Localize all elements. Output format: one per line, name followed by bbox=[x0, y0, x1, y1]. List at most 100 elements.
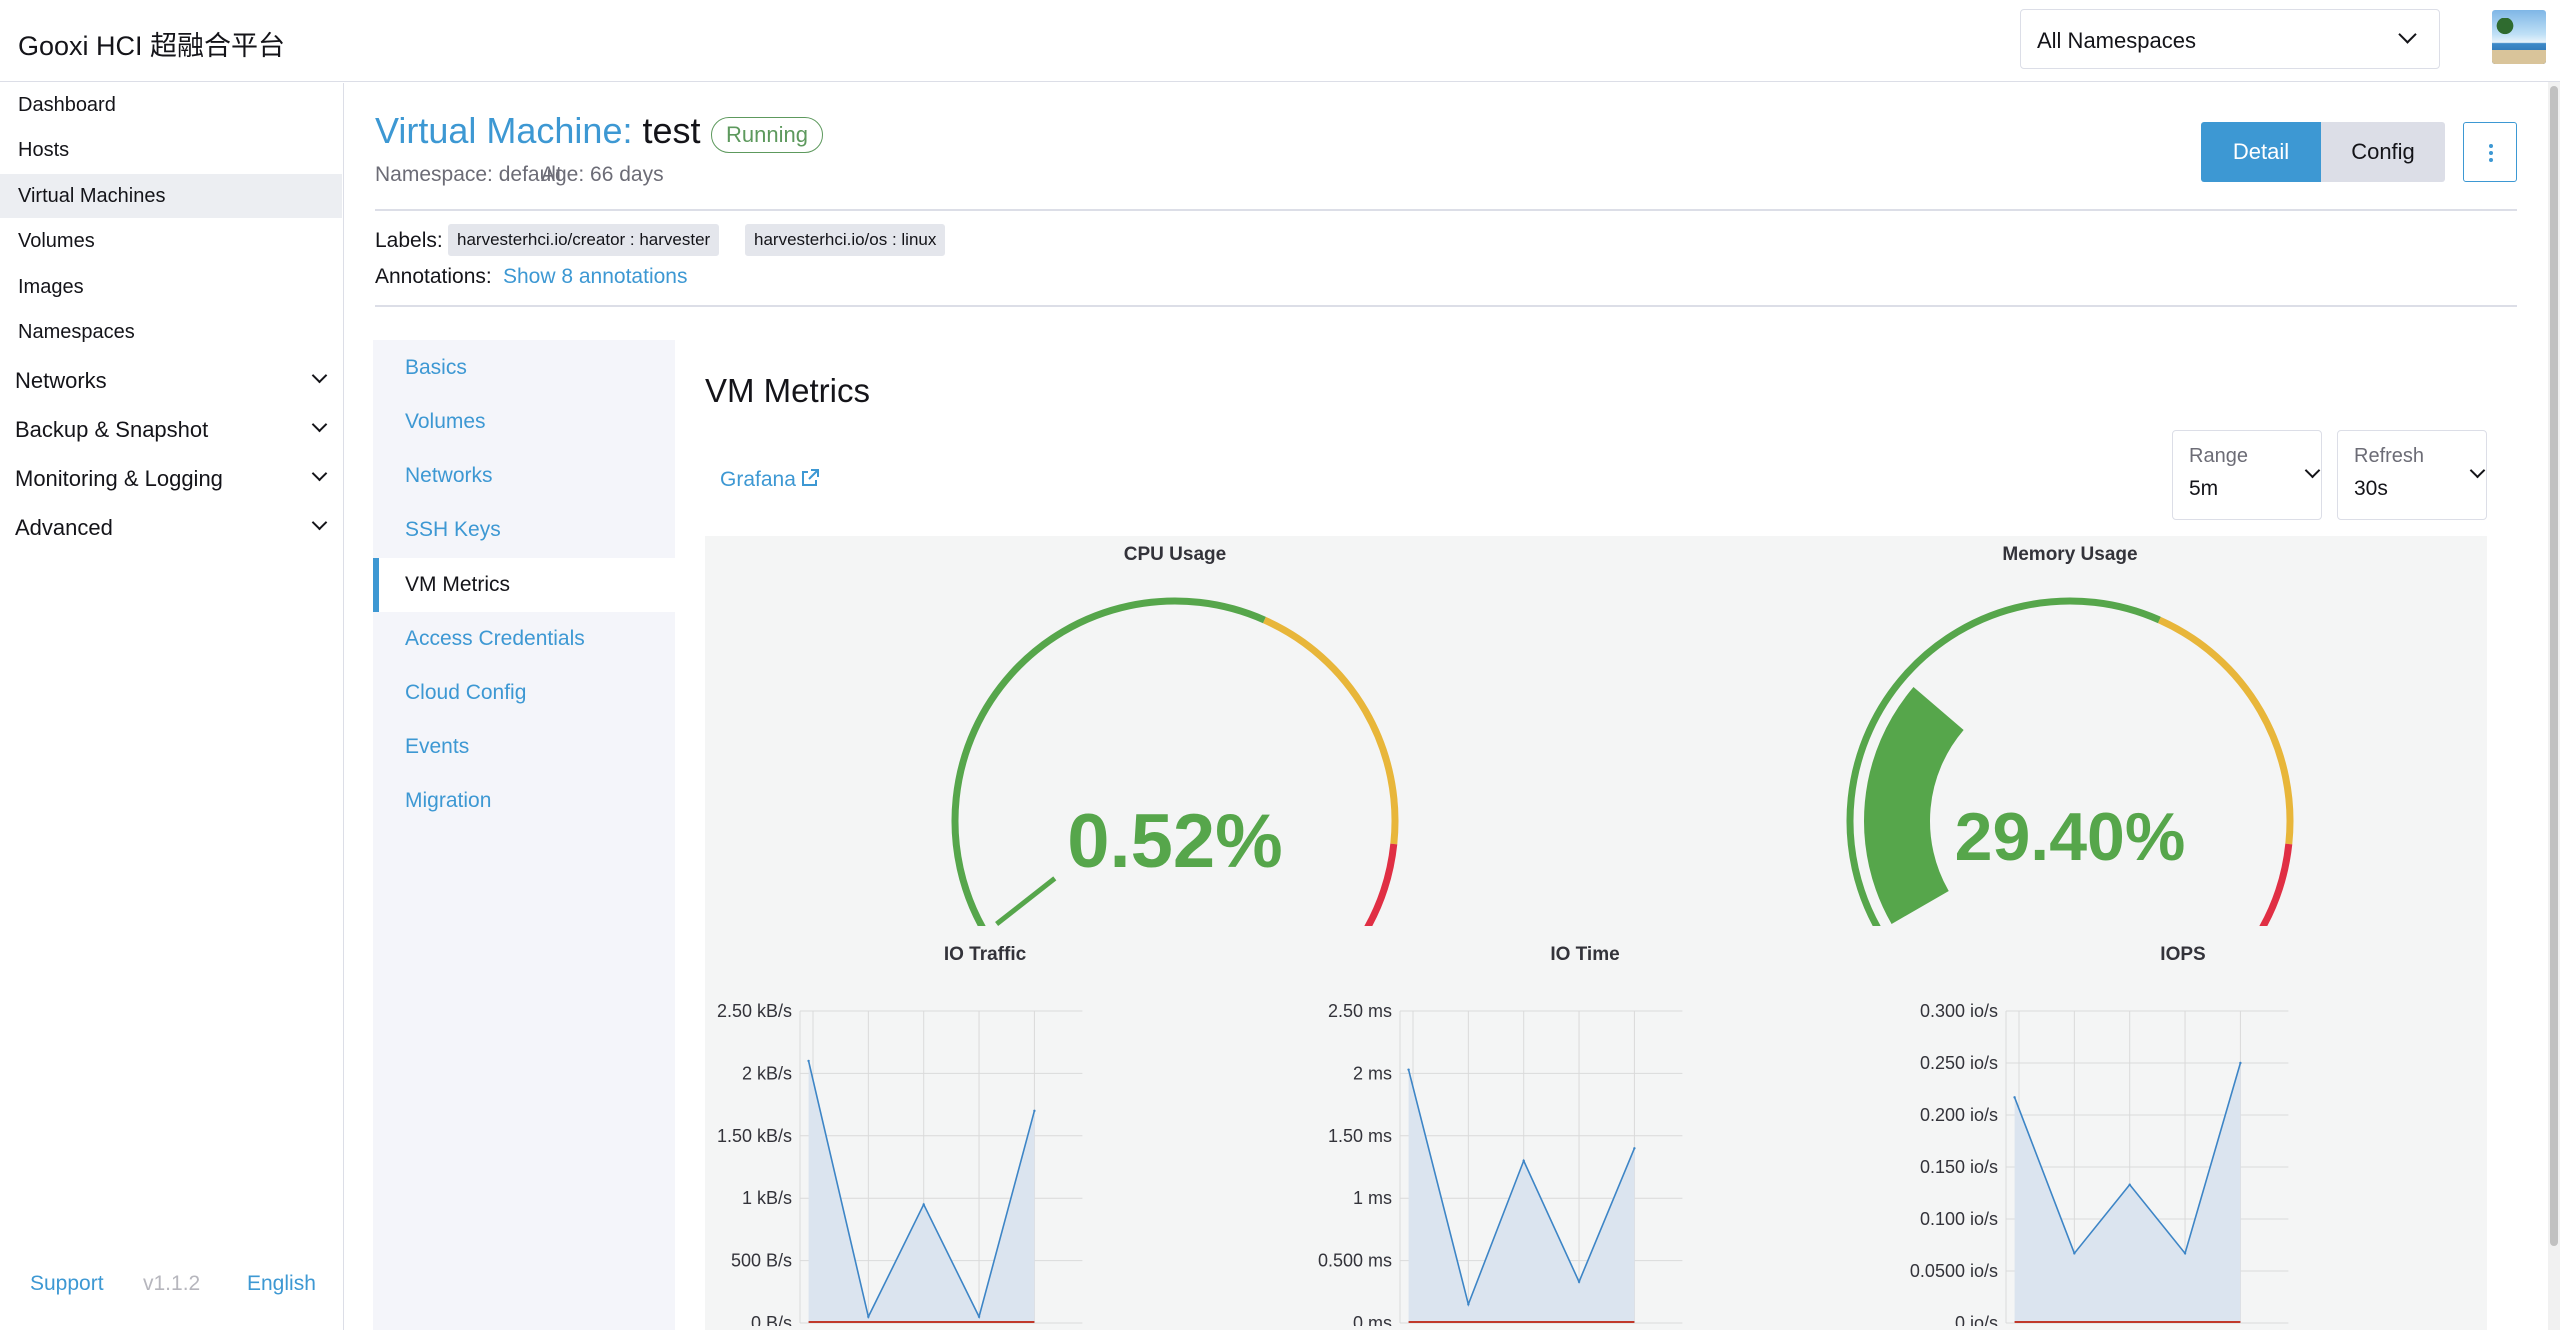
data-point bbox=[1407, 1068, 1410, 1071]
label-tag: harvesterhci.io/creator : harvester bbox=[448, 224, 720, 256]
y-tick-label: 2 ms bbox=[1353, 1063, 1392, 1083]
label-tag: harvesterhci.io/os : linux bbox=[745, 224, 946, 256]
tab-volumes[interactable]: Volumes bbox=[405, 410, 486, 433]
gauge-threshold-arc bbox=[2158, 616, 2294, 845]
age-info: Age: 66 days bbox=[541, 163, 664, 186]
data-point bbox=[977, 1315, 981, 1318]
y-tick-label: 500 B/s bbox=[731, 1251, 792, 1271]
page-title-name: test bbox=[642, 110, 701, 151]
range-select[interactable]: Range 5m bbox=[2172, 430, 2322, 520]
iops-title: IOPS bbox=[2160, 944, 2206, 965]
version-label: v1.1.2 bbox=[143, 1272, 201, 1295]
data-point bbox=[867, 1315, 870, 1318]
sidebar-group-monitoring-logging[interactable]: Monitoring & Logging bbox=[0, 456, 342, 502]
y-tick-label: 0 B/s bbox=[751, 1313, 792, 1326]
avatar[interactable] bbox=[2492, 10, 2546, 64]
divider bbox=[375, 209, 2517, 211]
sidebar-group-label: Backup & Snapshot bbox=[15, 417, 209, 442]
y-tick-label: 0.200 io/s bbox=[1920, 1105, 1998, 1125]
tab-ssh-keys[interactable]: SSH Keys bbox=[405, 518, 501, 541]
grafana-link-label: Grafana bbox=[720, 468, 796, 491]
avatar-image-sand bbox=[2492, 50, 2546, 64]
sidebar-group-label: Monitoring & Logging bbox=[15, 466, 223, 491]
gauge-threshold-arc bbox=[1263, 616, 1399, 845]
data-point bbox=[2183, 1252, 2187, 1255]
sidebar-item-virtual-machines[interactable]: Virtual Machines bbox=[0, 174, 342, 218]
y-tick-label: 1.50 ms bbox=[1328, 1126, 1392, 1146]
data-point bbox=[1033, 1109, 1036, 1113]
sidebar-group-backup-snapshot[interactable]: Backup & Snapshot bbox=[0, 407, 342, 453]
refresh-select[interactable]: Refresh 30s bbox=[2337, 430, 2487, 520]
sidebar-item-images[interactable]: Images bbox=[18, 276, 84, 298]
more-actions-button[interactable] bbox=[2463, 122, 2517, 182]
y-tick-label: 2.50 ms bbox=[1328, 1001, 1392, 1021]
page-scrollbar[interactable] bbox=[2548, 82, 2560, 1330]
chevron-down-icon bbox=[311, 514, 328, 531]
gauge-threshold-arc bbox=[951, 597, 1266, 926]
memory-usage-value: 29.40% bbox=[1954, 799, 2186, 875]
io-time-chart: 0 ms0.500 ms1 ms1.50 ms2 ms2.50 ms20:022… bbox=[1318, 1001, 1683, 1326]
tab-basics[interactable]: Basics bbox=[405, 356, 467, 379]
gauge-threshold-arc bbox=[1364, 843, 1398, 926]
tab-cloud-config[interactable]: Cloud Config bbox=[405, 681, 527, 704]
data-point bbox=[807, 1059, 810, 1063]
tab-events[interactable]: Events bbox=[405, 735, 470, 758]
data-point bbox=[1467, 1303, 1470, 1306]
y-tick-label: 1.50 kB/s bbox=[717, 1126, 792, 1146]
sidebar-group-advanced[interactable]: Advanced bbox=[0, 505, 342, 551]
chevron-down-icon bbox=[2304, 462, 2321, 479]
data-point bbox=[2073, 1252, 2076, 1255]
y-tick-label: 1 ms bbox=[1353, 1188, 1392, 1208]
data-point bbox=[2013, 1096, 2016, 1099]
y-tick-label: 2.50 kB/s bbox=[717, 1001, 792, 1021]
io-time-title: IO Time bbox=[1550, 944, 1620, 965]
support-link[interactable]: Support bbox=[30, 1272, 104, 1295]
range-label: Range bbox=[2189, 445, 2248, 467]
y-tick-label: 0.250 io/s bbox=[1920, 1053, 1998, 1073]
brand-title[interactable]: Gooxi HCI 超融合平台 bbox=[18, 31, 286, 61]
show-annotations-link[interactable]: Show 8 annotations bbox=[503, 265, 688, 288]
iops-chart: 0 io/s 0.0500 io/s 0.100 io/s 0.150 io/s 0.2… bbox=[1910, 1001, 2289, 1326]
sidebar-item-volumes[interactable]: Volumes bbox=[18, 230, 95, 252]
sidebar-item-dashboard[interactable]: Dashboard bbox=[18, 94, 116, 116]
memory-usage-title: Memory Usage bbox=[2002, 544, 2138, 565]
cpu-usage-value: 0.52% bbox=[1067, 799, 1283, 884]
y-tick-label: 0.100 io/s bbox=[1920, 1209, 1998, 1229]
namespace-select-value: All Namespaces bbox=[2037, 28, 2196, 53]
data-point bbox=[1522, 1159, 1525, 1162]
scrollbar-thumb[interactable] bbox=[2550, 86, 2558, 1246]
refresh-label: Refresh bbox=[2354, 445, 2425, 467]
divider bbox=[375, 305, 2517, 307]
config-button[interactable]: Config bbox=[2321, 122, 2445, 182]
data-point bbox=[2128, 1183, 2131, 1186]
data-point bbox=[2239, 1061, 2242, 1065]
tab-migration[interactable]: Migration bbox=[405, 789, 492, 812]
grafana-link[interactable]: Grafana bbox=[720, 468, 820, 492]
detail-button[interactable]: Detail bbox=[2201, 122, 2321, 182]
page-title-type[interactable]: Virtual Machine: bbox=[375, 110, 633, 151]
chevron-down-icon bbox=[2469, 462, 2486, 479]
y-tick-label: 0.300 io/s bbox=[1920, 1001, 1998, 1021]
y-tick-label: 0.150 io/s bbox=[1920, 1157, 1998, 1177]
grafana-dashboard: CPU Usage 0.52% Memory Usage 29.40% IO T… bbox=[705, 536, 2487, 1330]
series-area bbox=[1408, 1069, 1635, 1323]
namespace-select[interactable]: All Namespaces bbox=[2020, 9, 2440, 69]
sidebar-group-networks[interactable]: Networks bbox=[0, 358, 342, 404]
avatar-image-tree bbox=[2496, 18, 2514, 44]
more-dot bbox=[2489, 158, 2493, 162]
tab-vm-metrics[interactable]: VM Metrics bbox=[373, 558, 675, 612]
sidebar-item-hosts[interactable]: Hosts bbox=[18, 139, 70, 161]
sidebar-item-namespaces[interactable]: Namespaces bbox=[18, 321, 135, 343]
data-point bbox=[922, 1203, 925, 1206]
language-link[interactable]: English bbox=[247, 1272, 316, 1295]
tab-networks[interactable]: Networks bbox=[405, 464, 493, 487]
tab-access-credentials[interactable]: Access Credentials bbox=[405, 627, 585, 650]
external-link-icon bbox=[801, 469, 819, 486]
memory-usage-gauge bbox=[1846, 597, 2294, 926]
data-point bbox=[1633, 1147, 1636, 1150]
sidebar-group-label: Networks bbox=[15, 368, 107, 393]
y-tick-label: 0 io/s bbox=[1955, 1313, 1998, 1326]
gauge-threshold-arc bbox=[2259, 843, 2293, 926]
y-tick-label: 0 ms bbox=[1353, 1313, 1392, 1326]
chevron-down-icon bbox=[2398, 25, 2417, 44]
